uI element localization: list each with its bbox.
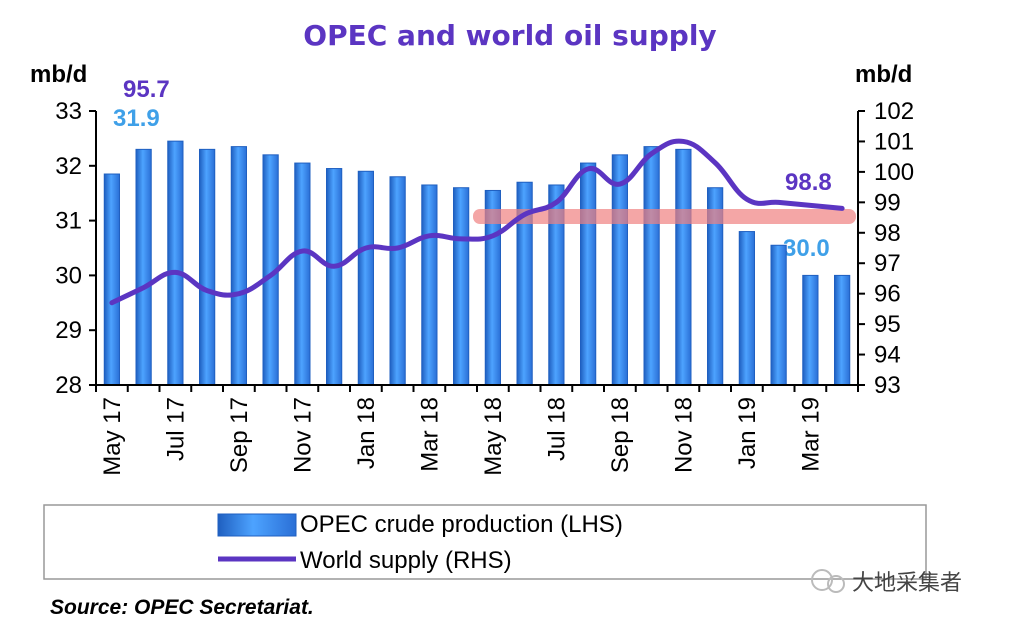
bar — [230, 146, 247, 386]
x-tick-label: Sep 17 — [226, 397, 253, 473]
x-tick-label: Jan 19 — [734, 397, 761, 469]
right-tick-label: 95 — [874, 311, 901, 338]
bar-series — [103, 140, 851, 386]
right-tick-label: 93 — [874, 372, 901, 399]
right-tick-label: 100 — [874, 159, 914, 186]
bar — [294, 162, 311, 386]
left-tick-label: 33 — [55, 98, 82, 125]
highlight-band — [473, 209, 856, 224]
x-tick-label: Jul 18 — [543, 397, 570, 461]
bar — [135, 148, 152, 386]
left-tick-label: 29 — [55, 317, 82, 344]
x-tick-label: Mar 19 — [797, 397, 824, 472]
legend-box — [43, 504, 927, 580]
start-supply-label: 95.7 — [123, 76, 170, 103]
legend-bar-swatch — [217, 513, 297, 537]
x-tick-label: May 17 — [99, 397, 126, 476]
right-tick-label: 99 — [874, 189, 901, 216]
watermark: 大地采集者 — [811, 569, 962, 596]
bar — [580, 162, 597, 386]
left-tick-label: 32 — [55, 153, 82, 180]
left-tick-label: 30 — [55, 262, 82, 289]
bar — [389, 176, 406, 386]
bar — [675, 148, 692, 386]
end-supply-label: 98.8 — [785, 169, 832, 196]
x-tick-label: Mar 18 — [416, 397, 443, 472]
legend-bar-label: OPEC crude production (LHS) — [300, 511, 623, 538]
bar — [421, 184, 438, 386]
left-axis-ticks: 28 29 30 31 32 33 — [55, 98, 96, 399]
x-tick-label: Jan 18 — [353, 397, 380, 469]
legend-line-label: World supply (RHS) — [300, 547, 512, 574]
x-tick-label: May 18 — [480, 397, 507, 476]
wechat-icon — [811, 569, 833, 591]
x-tick-label: Jul 17 — [162, 397, 189, 461]
bar — [643, 146, 660, 386]
bar — [834, 274, 851, 386]
right-tick-label: 97 — [874, 250, 901, 277]
line-series — [109, 138, 845, 306]
chart-title: OPEC and world oil supply — [303, 19, 716, 52]
right-tick-label: 102 — [874, 98, 914, 125]
bar — [802, 274, 819, 386]
world-supply-line — [109, 138, 845, 306]
bar — [103, 173, 120, 386]
right-tick-label: 94 — [874, 342, 901, 369]
right-tick-label: 98 — [874, 220, 901, 247]
x-axis-ticks: May 17 Jul 17 Sep 17 Nov 17 Jan 18 Mar 18 May … — [95, 385, 859, 476]
right-tick-label: 101 — [874, 128, 914, 155]
x-tick-label: Sep 18 — [607, 397, 634, 473]
left-axis-unit: mb/d — [30, 61, 87, 88]
bar — [770, 244, 787, 386]
left-tick-label: 28 — [55, 372, 82, 399]
start-opec-label: 31.9 — [113, 105, 160, 132]
legend: OPEC crude production (LHS) World supply… — [43, 504, 927, 580]
bar — [611, 154, 628, 386]
left-tick-label: 31 — [55, 208, 82, 235]
right-tick-label: 96 — [874, 281, 901, 308]
bar — [199, 148, 216, 386]
end-opec-label: 30.0 — [783, 235, 830, 262]
x-tick-label: Nov 18 — [670, 397, 697, 473]
right-axis-unit: mb/d — [855, 61, 912, 88]
bar — [167, 140, 184, 386]
x-tick-label: Nov 17 — [289, 397, 316, 473]
watermark-text: 大地采集者 — [852, 571, 962, 596]
bar — [326, 168, 343, 386]
right-axis-ticks: 93 94 95 96 97 98 99 100 101 102 — [858, 98, 914, 399]
source-note: Source: OPEC Secretariat. — [50, 596, 314, 619]
bar — [453, 187, 470, 386]
bar — [357, 170, 374, 386]
bar — [738, 231, 755, 386]
